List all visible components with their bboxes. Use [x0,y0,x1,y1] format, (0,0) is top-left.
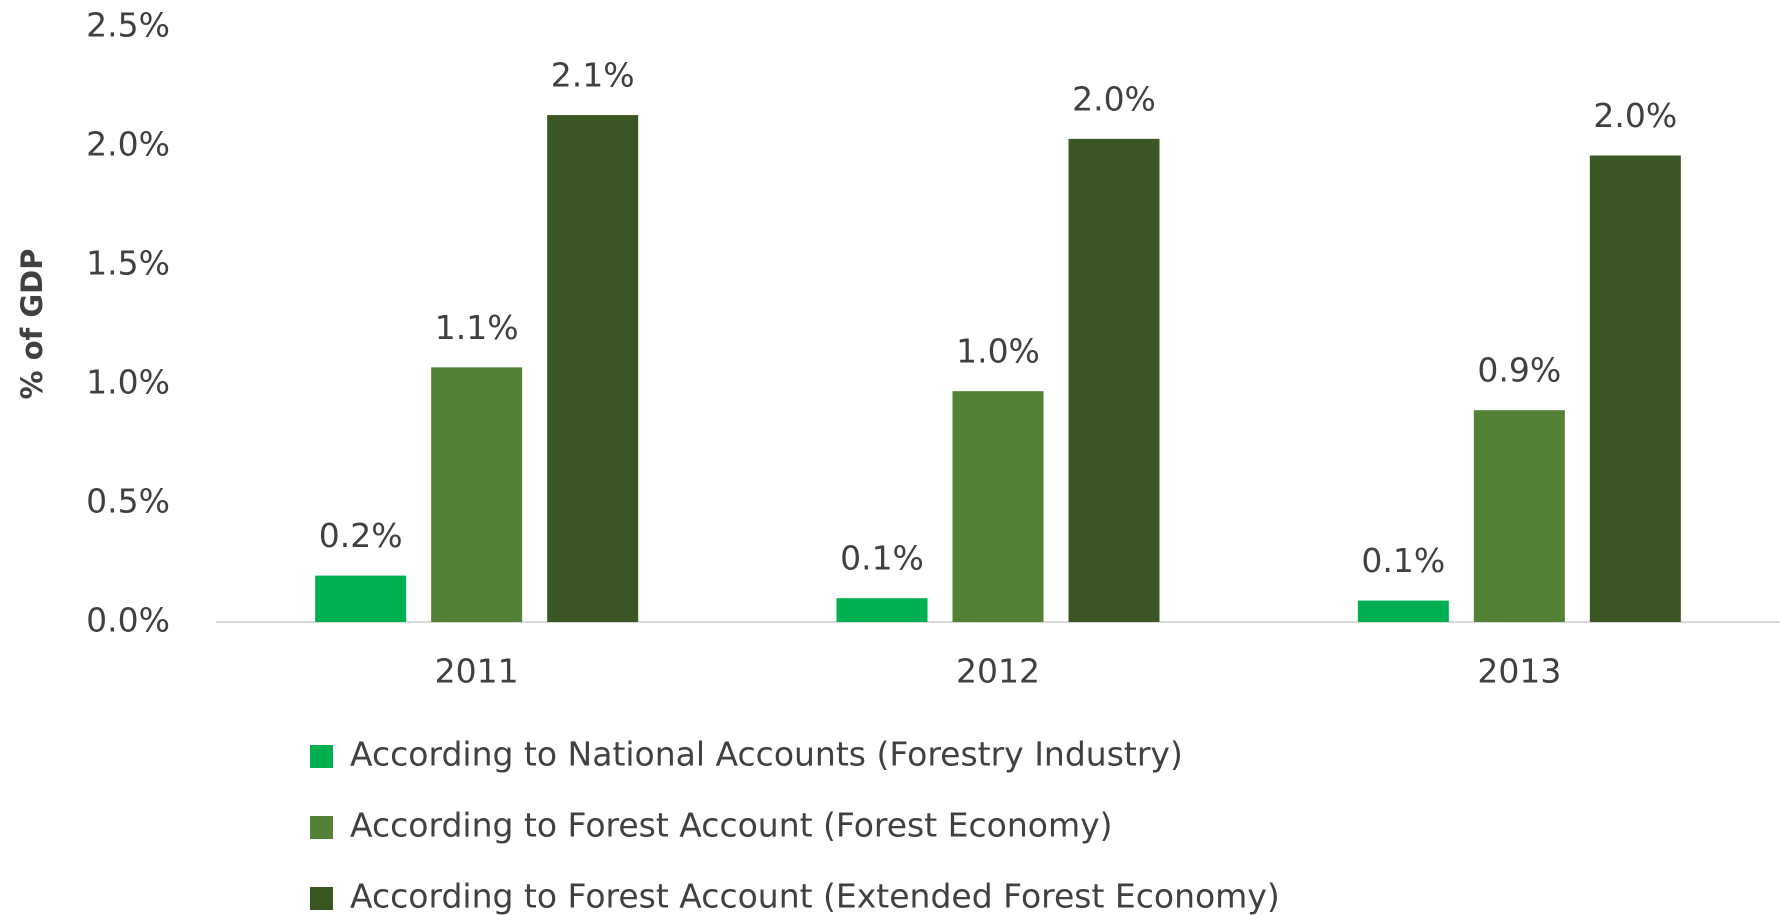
bar [315,575,407,622]
bar [1473,410,1565,622]
data-label: 0.9% [1477,351,1561,390]
data-label: 2.1% [551,56,635,95]
data-label: 0.1% [840,539,924,578]
legend-swatch [310,816,333,839]
bar [1357,600,1449,622]
x-tick-label: 2011 [435,652,519,691]
bar [836,598,928,622]
data-label: 1.0% [956,332,1040,371]
legend-swatch [310,745,333,768]
data-label: 2.0% [1072,79,1156,118]
y-tick-label: 0.0% [86,601,170,640]
y-tick-label: 1.0% [86,363,170,402]
data-label: 0.2% [319,516,403,555]
y-tick-label: 0.5% [86,482,170,521]
y-tick-label: 1.5% [86,244,170,283]
bar [1589,155,1681,622]
y-axis-title: % of GDP [15,249,49,400]
data-label: 1.1% [435,308,519,347]
data-label: 0.1% [1361,541,1445,580]
data-label: 2.0% [1593,96,1677,135]
x-tick-label: 2013 [1477,652,1561,691]
legend-label: According to Forest Account (Extended Fo… [350,877,1280,915]
y-tick-label: 2.0% [86,125,170,164]
bar [1068,138,1160,623]
bar [547,115,639,622]
y-tick-label: 2.5% [86,6,170,45]
bar [431,367,523,622]
x-tick-label: 2012 [956,652,1040,691]
legend-swatch [310,887,333,910]
legend-label: According to National Accounts (Forestry… [350,735,1183,774]
bar [952,391,1044,622]
legend-label: According to Forest Account (Forest Econ… [350,806,1113,845]
